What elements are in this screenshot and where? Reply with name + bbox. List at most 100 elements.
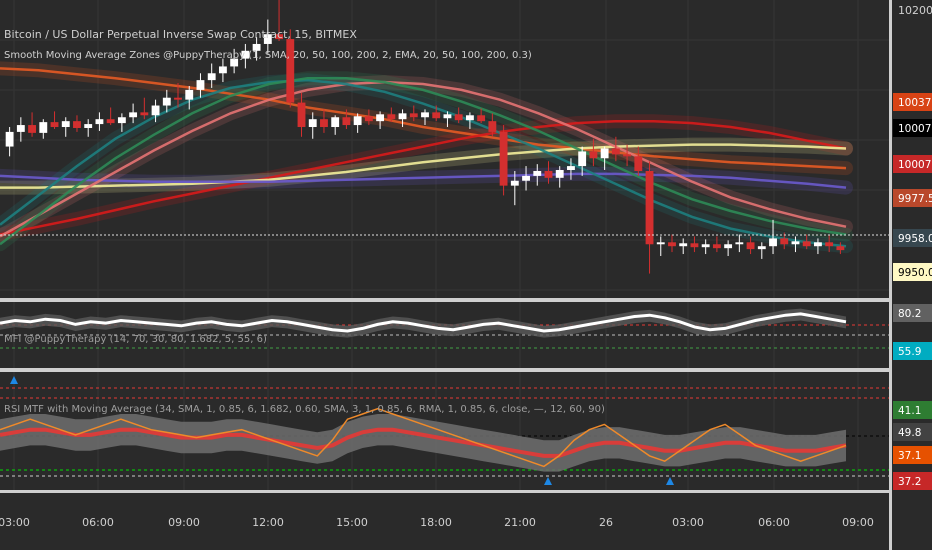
rsi-badge: 37.2 <box>898 476 921 488</box>
signal-arrow-icon <box>666 477 674 485</box>
rsi-badge: 37.1 <box>898 450 921 462</box>
candle-body <box>690 243 699 248</box>
candle-body <box>140 112 149 116</box>
moving-average-lines <box>0 67 847 248</box>
price-axis-border <box>889 0 892 550</box>
candle-body <box>522 175 530 181</box>
ma-line <box>0 80 847 238</box>
price-tick-label: 10200.0 <box>898 4 932 17</box>
candle-body <box>117 117 126 124</box>
candle-body <box>73 121 81 128</box>
price-badge: 10007.5 <box>898 123 932 135</box>
price-badge-bg <box>893 263 932 281</box>
candle-body <box>432 112 441 119</box>
candle-body <box>151 105 160 116</box>
candle-body <box>162 97 171 106</box>
rsi-badge-bg <box>893 423 932 441</box>
rsi-badge: 49.8 <box>898 427 921 439</box>
candle-body <box>331 117 340 128</box>
candle-body <box>746 242 755 250</box>
candle-body <box>679 243 688 247</box>
candle-body <box>376 114 385 122</box>
candle-body <box>106 119 115 124</box>
candle-body <box>241 50 250 59</box>
candle-body <box>780 238 789 245</box>
candle-body <box>555 170 564 178</box>
candle-body <box>769 238 777 247</box>
time-tick-label: 21:00 <box>504 516 536 529</box>
rsi-band <box>0 414 846 472</box>
candle-body <box>802 241 811 247</box>
candle-body <box>645 170 654 245</box>
rsi-badge-bg <box>893 401 932 419</box>
price-badge-bg <box>893 93 932 111</box>
candle-body <box>61 121 70 128</box>
price-badge: 9977.5 <box>898 193 932 205</box>
candle-body <box>735 242 744 245</box>
time-axis[interactable]: 03:00 06:00 09:00 12:00 15:00 18:00 21:00 26 03:… <box>0 516 874 529</box>
time-tick-label: 03:00 <box>0 516 30 529</box>
time-tick-label: 15:00 <box>336 516 368 529</box>
candle-body <box>398 113 407 120</box>
candlesticks <box>5 0 845 274</box>
candle-body <box>39 122 48 133</box>
price-badge-bg <box>893 229 932 247</box>
panel-separator <box>0 490 890 493</box>
candle-body <box>275 34 283 40</box>
candle-body <box>757 246 766 250</box>
candle-body <box>207 73 216 81</box>
ma-line <box>0 67 847 170</box>
candle-body <box>544 170 553 178</box>
mfi-badge: 80.2 <box>898 308 921 320</box>
time-tick-label: 03:00 <box>672 516 704 529</box>
ma-line <box>0 76 847 246</box>
candle-body <box>623 154 632 157</box>
candle-body <box>454 114 463 121</box>
candle-body <box>174 97 182 100</box>
candle-body <box>567 166 575 171</box>
rsi-badge-bg <box>893 446 932 464</box>
time-tick-label: 09:00 <box>842 516 874 529</box>
rsi-panel: RSI MTF with Moving Average (34, SMA, 1,… <box>0 376 889 485</box>
candle-body <box>364 116 373 122</box>
candle-body <box>5 131 14 147</box>
candle-body <box>308 119 317 128</box>
chart-title: Bitcoin / US Dollar Perpetual Inverse Sw… <box>4 28 357 41</box>
candle-body <box>499 131 508 186</box>
panel-separator <box>0 368 890 372</box>
candle-body <box>230 58 239 67</box>
mfi-panel: MFI @PuppyTherapy (14, 70, 30, 80, 1.682… <box>0 308 889 349</box>
ma-line <box>0 78 847 248</box>
candle-body <box>578 151 587 167</box>
candle-body <box>825 242 834 247</box>
candle-body <box>533 170 542 176</box>
candle-body <box>600 148 609 159</box>
candle-body <box>791 241 800 245</box>
candle-body <box>342 117 351 126</box>
candle-body <box>218 66 227 74</box>
rsi-legend: RSI MTF with Moving Average (34, SMA, 1,… <box>4 404 605 415</box>
price-badge: 9950.0 <box>898 267 932 279</box>
candle-body <box>656 242 665 245</box>
candle-body <box>252 43 261 51</box>
candle-body <box>320 119 328 128</box>
candle-body <box>634 156 643 171</box>
candle-body <box>263 34 272 44</box>
price-badge-bg <box>893 189 932 207</box>
rsi-badge-bg <box>893 472 932 490</box>
candle-body <box>387 114 396 120</box>
indicator-legend: Smooth Moving Average Zones @PuppyTherap… <box>4 50 532 61</box>
candle-body <box>409 113 418 118</box>
candle-body <box>724 244 733 249</box>
time-tick-label: 06:00 <box>758 516 790 529</box>
time-tick-label: 18:00 <box>420 516 452 529</box>
price-axis[interactable]: 10200.0 10037.5 10007.5 10007.5 9977.5 9958.0… <box>893 4 932 490</box>
candle-body <box>95 119 104 125</box>
candle-body <box>353 116 362 126</box>
candle-body <box>16 125 25 132</box>
mfi-badge: 55.9 <box>898 346 921 358</box>
candle-body <box>297 102 306 128</box>
candle-body <box>836 246 845 251</box>
candle-body <box>50 122 59 128</box>
